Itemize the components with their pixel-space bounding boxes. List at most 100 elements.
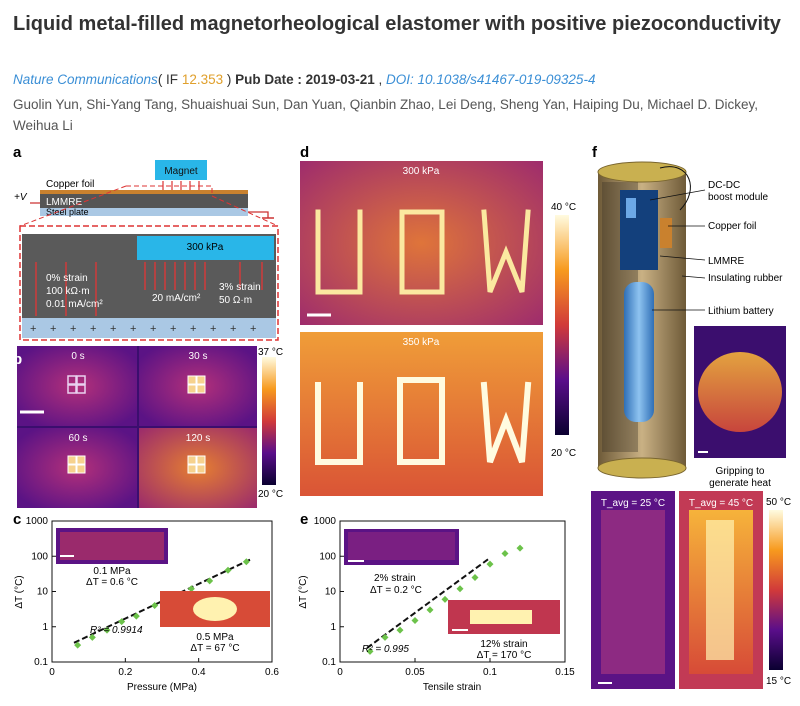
letter-w-top xyxy=(481,209,531,293)
svg-text:+: + xyxy=(110,323,116,335)
journal-link[interactable]: Nature Communications xyxy=(13,72,158,87)
grip-hand-heat xyxy=(698,352,782,432)
chart-c-xtick-label: 0 xyxy=(49,667,55,678)
steel-plate-label: Steel plate xyxy=(46,207,89,217)
svg-text:+: + xyxy=(250,323,256,335)
pressure-label: 300 kPa xyxy=(187,242,224,253)
grip-caption-1: Gripping to xyxy=(716,466,765,477)
chart-e-inset-top-strain: 2% strain xyxy=(374,573,416,584)
voltage-label: +V xyxy=(14,192,28,203)
pressure-arrows xyxy=(35,262,263,316)
chart-c-fit-line xyxy=(73,558,251,644)
chart-e-point xyxy=(381,633,389,641)
zoom-lines xyxy=(19,185,279,227)
letter-o-top xyxy=(399,209,445,295)
chart-e-point xyxy=(366,647,374,655)
chart-c-point xyxy=(206,577,214,585)
tavg-right-hotcore xyxy=(706,520,734,660)
grip-caption-2: generate heat xyxy=(709,478,771,489)
chart-e-ticks: 0 0.05 0.1 0.15 0.1 1 10 100 1000 xyxy=(314,516,575,678)
chart-c-ytick-label: 100 xyxy=(31,551,48,562)
panel-a-label: a xyxy=(13,144,22,161)
chart-c-xtick-label: 0.4 xyxy=(192,667,206,678)
chart-c-point xyxy=(132,612,140,620)
svg-text:+: + xyxy=(50,323,56,335)
chart-e-ytick-label: 0.1 xyxy=(322,657,336,668)
chart-e-xtick-label: 0.05 xyxy=(405,667,425,678)
cylinder-bottom xyxy=(597,457,687,479)
panel-d-bottom-heat xyxy=(300,332,543,496)
chart-e-ylabel: ΔT (°C) xyxy=(298,575,309,608)
letter-u-top xyxy=(315,209,363,295)
uow-letters-bottom xyxy=(315,377,532,465)
label-insulating-rubber: Insulating rubber xyxy=(708,273,783,284)
doi-label: DOI: xyxy=(386,72,414,87)
doi-link[interactable]: 10.1038/s41467-019-09325-4 xyxy=(417,72,596,87)
chart-c-point xyxy=(118,618,126,626)
label-lmmre: LMMRE xyxy=(708,256,744,267)
article-meta: Nature Communications( IF 12.353 ) Pub D… xyxy=(13,72,595,87)
colorbar-f xyxy=(769,510,783,670)
svg-text:+: + xyxy=(190,323,196,335)
svg-text:+: + xyxy=(70,323,76,335)
magnet-block xyxy=(155,160,207,180)
wire xyxy=(659,166,691,211)
chart-c-inset-top-strip xyxy=(60,532,164,560)
letter-o-bottom xyxy=(397,377,445,465)
chart-c-ytick-label: 0.1 xyxy=(34,657,48,668)
right-strain: 3% strain xyxy=(219,282,261,293)
sample-squares xyxy=(67,375,86,394)
left-resistivity: 100 kΩ·m xyxy=(46,286,90,297)
author-list: Guolin Yun, Shi-Yang Tang, Shuaishuai Su… xyxy=(13,97,758,133)
chart-e-inset-bottom-dt: ΔT = 170 °C xyxy=(477,650,532,661)
chart-c-ytick-label: 10 xyxy=(37,587,49,598)
lmmre-label: LMMRE xyxy=(46,197,82,208)
if-open: ( IF xyxy=(157,72,182,87)
chart-c-ticks: 0 0.2 0.4 0.6 0.1 1 10 100 1000 xyxy=(26,516,280,678)
boost-module-chip xyxy=(626,198,636,218)
colorbar-d-min: 20 °C xyxy=(551,448,576,459)
chart-c-ytick-label: 1 xyxy=(42,622,48,633)
svg-text:+: + xyxy=(30,323,36,335)
chart-pressure: 0 0.2 0.4 0.6 0.1 1 10 100 1000 Pressure (MPa) Δ… xyxy=(14,516,279,693)
colorbar-d xyxy=(555,215,569,435)
chart-e-ytick-label: 100 xyxy=(319,551,336,562)
time-120s: 120 s xyxy=(186,433,210,444)
svg-text:+: + xyxy=(170,323,176,335)
steel-plate xyxy=(40,208,248,216)
lithium-battery xyxy=(624,282,654,422)
chart-c-ylabel: ΔT (°C) xyxy=(14,575,25,608)
pub-date: 2019-03-21 xyxy=(305,72,375,87)
copper-foil-piece xyxy=(660,218,672,248)
boost-module xyxy=(620,190,658,270)
copper-foil-label: Copper foil xyxy=(46,179,94,190)
if-close: ) xyxy=(223,72,232,87)
left-current: 0.01 mA/cm² xyxy=(46,299,103,310)
chart-e-ytick-label: 10 xyxy=(325,587,337,598)
chart-e-r2: R² = 0.995 xyxy=(362,644,409,655)
chart-c-point xyxy=(103,626,111,634)
chart-c-ytick-label: 1000 xyxy=(26,516,49,527)
chart-e-point xyxy=(471,573,479,581)
chart-c-inset-top-dt: ΔT = 0.6 °C xyxy=(86,577,138,588)
label-lithium-battery: Lithium battery xyxy=(708,306,774,317)
pub-date-label: Pub Date : xyxy=(235,72,302,87)
chart-e-point xyxy=(396,626,404,634)
chart-e-points xyxy=(366,544,524,655)
copper-foil xyxy=(40,190,248,194)
chart-c-inset-bottom-hotspot xyxy=(193,597,237,621)
svg-text:+: + xyxy=(210,323,216,335)
article-title[interactable]: Liquid metal-filled magnetorheological e… xyxy=(13,13,781,35)
time-30s: 30 s xyxy=(189,351,208,362)
chart-e-point xyxy=(426,606,434,614)
chart-c-point xyxy=(74,641,82,649)
right-resistivity: 50 Ω·m xyxy=(219,295,252,306)
chart-e-fit-line xyxy=(366,557,491,649)
chart-c-inset-bottom-dt: ΔT = 67 °C xyxy=(190,643,239,654)
chart-e-point xyxy=(486,560,494,568)
cylinder-top xyxy=(597,161,687,183)
chart-e-point xyxy=(411,617,419,625)
chart-c-point xyxy=(151,602,159,610)
chart-c-point xyxy=(88,633,96,641)
chart-e-xtick-label: 0 xyxy=(337,667,343,678)
